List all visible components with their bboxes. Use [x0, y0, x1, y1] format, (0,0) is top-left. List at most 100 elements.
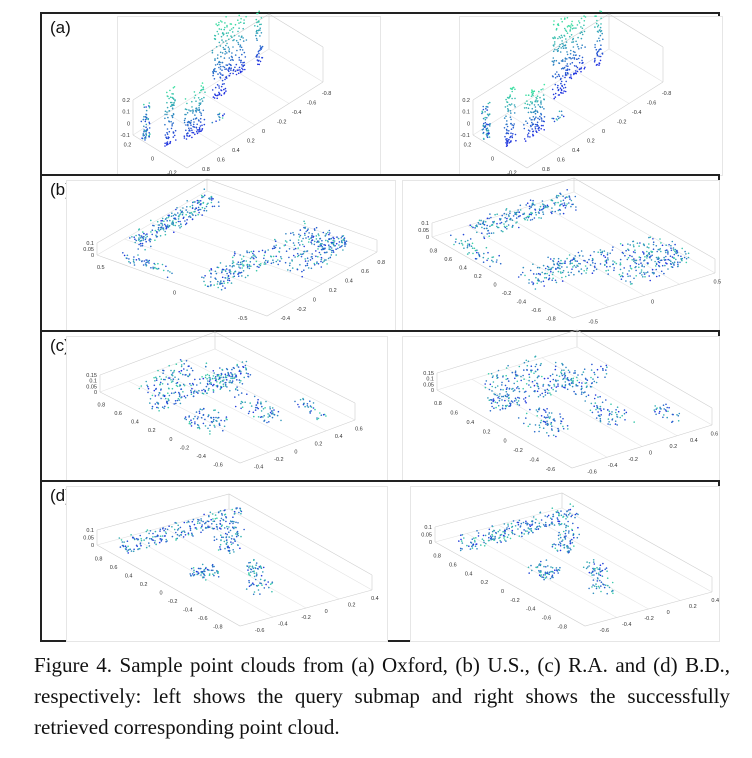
- cloud-point: [670, 263, 673, 266]
- cloud-point: [543, 116, 546, 118]
- cloud-point: [240, 46, 243, 49]
- cloud-point: [186, 133, 188, 135]
- cloud-point: [601, 250, 604, 253]
- cloud-point: [175, 139, 177, 141]
- cloud-point: [496, 385, 499, 387]
- cloud-point: [255, 54, 258, 57]
- cloud-point: [239, 45, 241, 48]
- cloud-point: [475, 537, 477, 539]
- cloud-point: [129, 237, 131, 239]
- cloud-point: [247, 274, 249, 277]
- cloud-point: [134, 238, 136, 240]
- cloud-point: [174, 400, 177, 402]
- cloud-point: [536, 110, 538, 112]
- cloud-point: [569, 53, 572, 55]
- cloud-point: [488, 388, 491, 391]
- cloud-point: [157, 369, 159, 372]
- grid-line: [129, 535, 274, 618]
- cloud-point: [553, 543, 555, 545]
- cloud-point: [559, 78, 562, 81]
- cloud-point: [539, 421, 542, 424]
- cloud-point: [258, 263, 261, 266]
- cloud-point: [583, 30, 586, 33]
- cloud-point: [536, 382, 538, 385]
- cloud-point: [530, 365, 533, 368]
- cloud-point: [145, 237, 147, 239]
- cloud-point: [214, 572, 216, 574]
- cloud-point: [201, 206, 204, 209]
- cloud-point: [494, 401, 497, 404]
- cloud-point: [602, 38, 604, 41]
- cloud-point: [309, 410, 311, 413]
- cloud-point: [496, 375, 498, 377]
- cloud-point: [214, 86, 217, 89]
- cloud-point: [249, 568, 252, 570]
- cloud-point: [565, 38, 567, 40]
- cloud-point: [259, 565, 262, 567]
- cloud-point: [567, 513, 570, 516]
- cloud-point: [246, 266, 249, 269]
- cloud-point: [651, 254, 653, 257]
- cloud-point: [162, 369, 165, 372]
- cloud-point: [184, 534, 187, 536]
- cloud-point: [143, 131, 145, 133]
- cloud-point: [217, 411, 220, 414]
- cloud-point: [560, 514, 563, 517]
- cloud-point: [593, 563, 596, 565]
- cloud-point: [256, 265, 259, 268]
- cloud-point: [599, 419, 602, 422]
- grid-line: [200, 91, 256, 126]
- cloud-point: [570, 76, 572, 78]
- cloud-point: [547, 268, 549, 271]
- cloud-point: [559, 213, 561, 215]
- cloud-point: [304, 405, 306, 408]
- cloud-point: [143, 116, 145, 118]
- cloud-point: [566, 53, 569, 56]
- cloud-point: [530, 211, 532, 214]
- cloud-point: [321, 261, 324, 264]
- cloud-point: [557, 117, 560, 120]
- cloud-point: [166, 402, 169, 405]
- cloud-point: [585, 269, 588, 271]
- cloud-point: [233, 34, 236, 37]
- cloud-point: [461, 548, 463, 550]
- cloud-point: [219, 262, 222, 264]
- tick-label: -0.4: [526, 607, 535, 613]
- cloud-point: [217, 73, 219, 75]
- cloud-point: [250, 405, 253, 407]
- cloud-point: [534, 379, 536, 382]
- cloud-point: [553, 59, 556, 62]
- cloud-point: [163, 395, 166, 398]
- cloud-point: [195, 100, 197, 102]
- cloud-point: [504, 221, 507, 223]
- cloud-point: [313, 228, 316, 230]
- cloud-point: [561, 114, 563, 116]
- cloud-point: [542, 383, 545, 386]
- cloud-point: [476, 530, 478, 532]
- cloud-point: [634, 261, 636, 264]
- cloud-point: [223, 540, 226, 543]
- cloud-point: [559, 534, 561, 536]
- cloud-point: [224, 68, 226, 70]
- cloud-point: [203, 96, 205, 99]
- cloud-point: [241, 406, 244, 409]
- cloud-point: [220, 89, 223, 92]
- cloud-point: [302, 252, 305, 255]
- panel-a: (a): [40, 12, 723, 176]
- cloud-point: [159, 530, 161, 532]
- cloud-point: [597, 376, 599, 379]
- cloud-point: [677, 265, 679, 267]
- cloud-point: [218, 60, 220, 63]
- cloud-point: [237, 275, 240, 278]
- cloud-point: [502, 395, 505, 398]
- cloud-point: [224, 269, 226, 271]
- cloud-point: [557, 572, 559, 574]
- cloud-point: [194, 422, 196, 425]
- cloud-point: [500, 230, 503, 232]
- cloud-point: [527, 360, 530, 363]
- cloud-point: [222, 429, 224, 432]
- cloud-point: [595, 48, 598, 51]
- cloud-point: [139, 237, 142, 239]
- cloud-point: [270, 262, 273, 265]
- cloud-point: [664, 249, 667, 252]
